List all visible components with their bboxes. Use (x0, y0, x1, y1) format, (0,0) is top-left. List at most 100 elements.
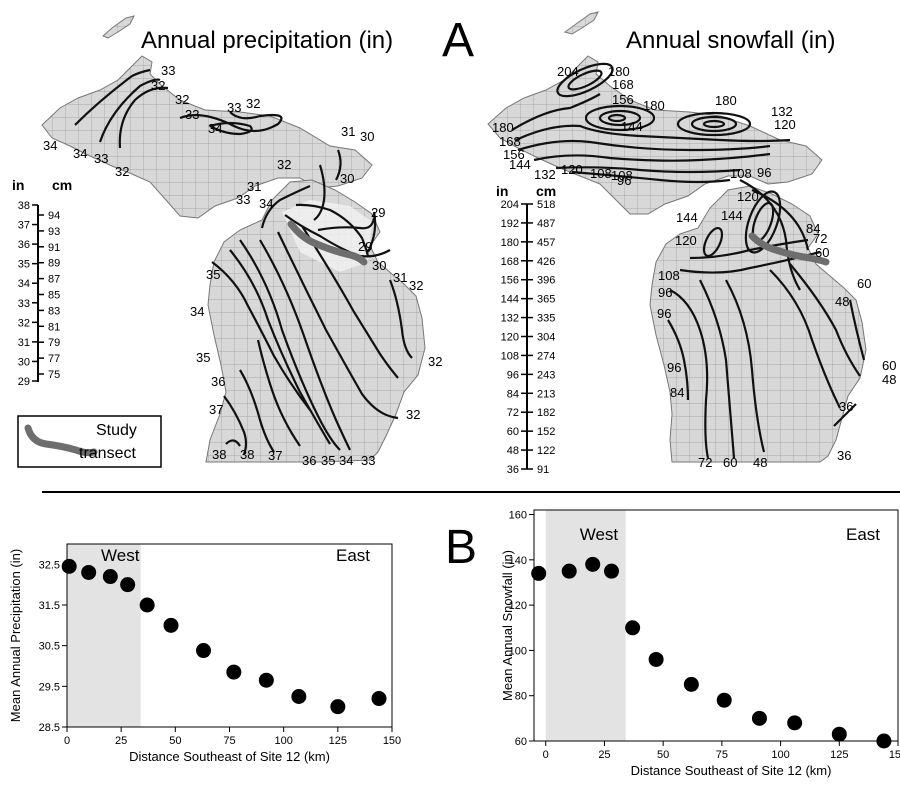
snow-isoline-label: 156 (612, 92, 634, 107)
scale-cm-label: 365 (537, 294, 555, 306)
snow-scale-unit-cm: cm (536, 183, 556, 199)
scale-cm-label: 87 (48, 274, 60, 286)
scale-cm-label: 91 (537, 464, 549, 476)
scale-cm-label: 426 (537, 256, 555, 268)
snow-isoline-label: 108 (611, 168, 633, 183)
x-tick-label: 75 (716, 749, 728, 761)
isle-royale-shape (102, 15, 135, 39)
scale-in-label: 36 (507, 464, 519, 476)
precip-isoline-label: 34 (208, 121, 222, 136)
snow-isoline-label: 180 (715, 93, 737, 108)
snow-isoline-label: 156 (503, 147, 525, 162)
data-point (61, 558, 77, 574)
scale-cm-label: 81 (48, 321, 60, 333)
x-tick-label: 150 (889, 749, 900, 761)
precip-scale-unit-cm: cm (52, 177, 72, 193)
precip-isoline-label: 32 (246, 96, 260, 111)
snow-isoline-label: 48 (882, 372, 896, 387)
scale-cm-label: 77 (48, 353, 60, 365)
precip-isoline-label: 32 (428, 354, 442, 369)
precip-isoline-label: 32 (175, 92, 189, 107)
precip-isoline-label: 32 (151, 78, 165, 93)
snow-isoline-label: 120 (737, 189, 759, 204)
y-tick-label: 80 (515, 691, 527, 703)
snow-isoline-label: 180 (492, 120, 514, 135)
scale-in-label: 37 (18, 220, 30, 232)
scale-cm-label: 335 (537, 313, 555, 325)
snow-isoline-label: 60 (723, 455, 737, 470)
snow-isoline-label: 84 (670, 385, 684, 400)
snow-isoline-label: 204 (557, 64, 579, 79)
precip-isoline-label: 34 (259, 196, 273, 211)
data-point (102, 569, 118, 585)
scale-in-label: 48 (507, 445, 519, 457)
scale-in-label: 33 (18, 298, 30, 310)
y-tick-label: 30.5 (39, 641, 60, 653)
west-shaded-region (67, 544, 141, 727)
snow-isoline-label: 96 (658, 285, 672, 300)
snow-isoline-label: 144 (676, 210, 698, 225)
west-label: West (101, 546, 140, 565)
lower-peninsula-shape (205, 179, 426, 463)
snow-isolines (511, 62, 866, 459)
scale-cm-label: 304 (537, 332, 555, 344)
precip-isoline-label: 32 (409, 278, 423, 293)
snow-isoline-label: 120 (675, 233, 697, 248)
scale-cm-label: 457 (537, 237, 555, 249)
scale-in-label: 32 (18, 317, 30, 329)
plot-frame (533, 509, 899, 742)
precip-isoline-label: 33 (185, 107, 199, 122)
scale-in-label: 180 (501, 237, 519, 249)
x-tick-label: 25 (115, 735, 127, 747)
y-tick-label: 29.5 (39, 681, 60, 693)
scale-cm-label: 243 (537, 369, 555, 381)
y-tick-label: 100 (509, 645, 527, 657)
data-point (683, 676, 699, 692)
west-shaded-region (545, 510, 626, 741)
precip-isoline-label: 34 (339, 453, 353, 468)
study-transect-legend: Study transect (17, 415, 162, 468)
snow-isoline-label: 108 (730, 166, 752, 181)
scale-cm-label: 487 (537, 218, 555, 230)
snow-isoline-label: 180 (608, 64, 630, 79)
scale-in-label: 72 (507, 407, 519, 419)
x-tick-label: 50 (169, 735, 181, 747)
legend-label-line1: Study (96, 422, 137, 439)
x-tick-label: 0 (543, 749, 549, 761)
y-tick-label: 140 (509, 555, 527, 567)
data-point (139, 597, 155, 613)
scale-cm-label: 89 (48, 258, 60, 270)
precip-isoline-label: 36 (211, 374, 225, 389)
snow-isoline-label: 60 (882, 358, 896, 373)
x-axis-label: Distance Southeast of Site 12 (km) (129, 749, 330, 764)
y-tick-label: 160 (509, 510, 527, 522)
scale-in-label: 204 (501, 199, 519, 211)
data-point (751, 710, 767, 726)
upper-peninsula-shape (41, 55, 373, 219)
scale-cm-label: 85 (48, 290, 60, 302)
data-point (226, 664, 242, 680)
data-point (716, 692, 732, 708)
snow-scale-unit-in: in (496, 183, 508, 199)
snow-map-title: Annual snowfall (in) (626, 27, 835, 54)
scale-cm-label: 213 (537, 388, 555, 400)
data-point (831, 726, 847, 742)
scale-in-label: 36 (18, 239, 30, 251)
precip-isoline-label: 32 (406, 407, 420, 422)
panel-a-label: A (442, 14, 474, 67)
scale-in-label: 144 (501, 294, 519, 306)
snow-isoline-label: 144 (621, 119, 643, 134)
scale-in-label: 30 (18, 356, 30, 368)
precip-isoline-label: 31 (247, 179, 261, 194)
snow-isoline-label: 84 (806, 221, 820, 236)
precip-scale-unit-in: in (12, 177, 24, 193)
scale-cm-label: 79 (48, 337, 60, 349)
scale-in-label: 60 (507, 426, 519, 438)
precip-isoline-label: 33 (94, 151, 108, 166)
precip-isoline-label: 33 (161, 63, 175, 78)
y-tick-label: 32.5 (39, 559, 60, 571)
precip-isoline-label: 29 (371, 205, 385, 220)
